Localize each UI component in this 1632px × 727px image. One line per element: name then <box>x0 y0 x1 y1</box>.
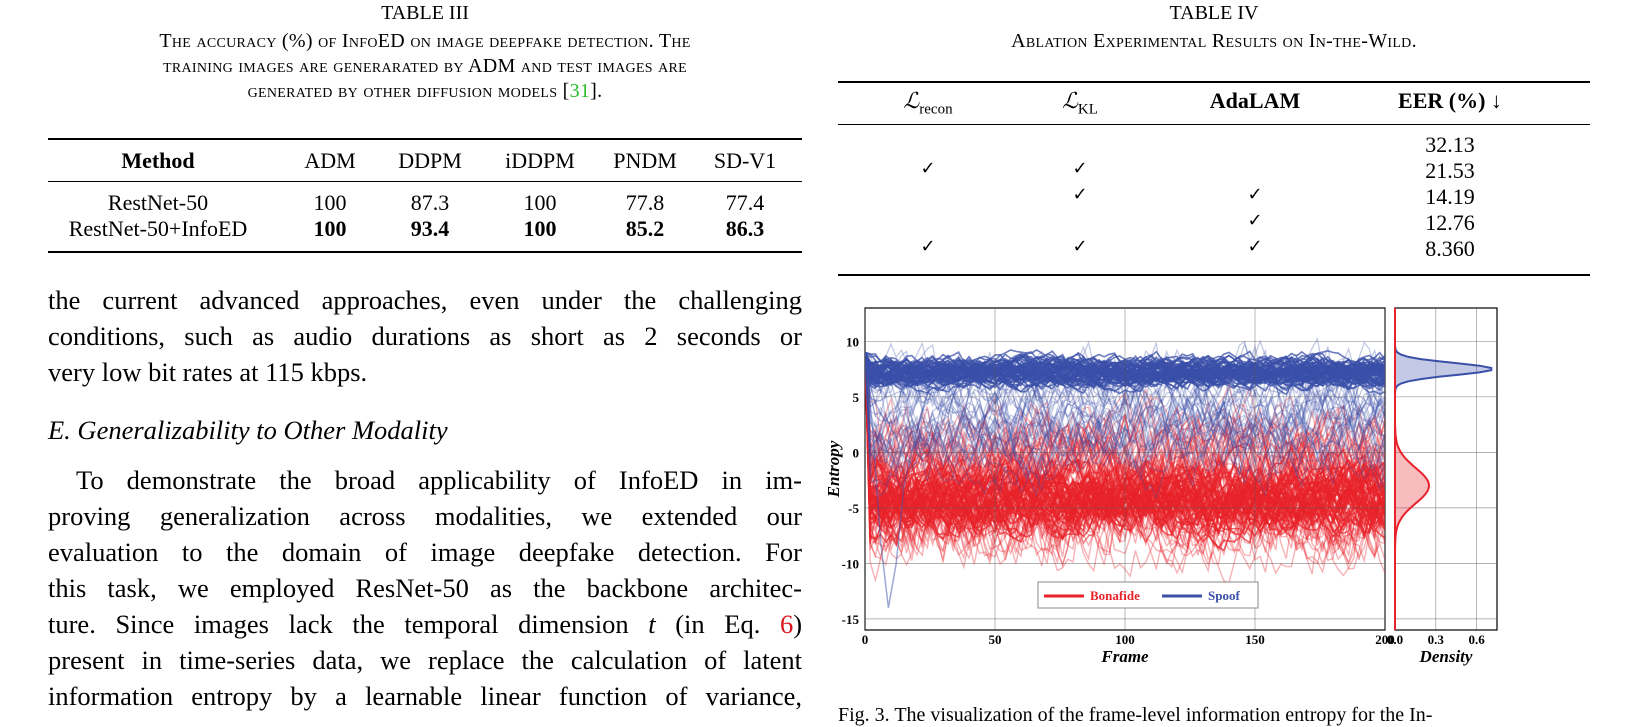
checkmark-icon: ✓ <box>920 158 936 179</box>
table4-eer-cell: 12.76 <box>1425 210 1475 235</box>
body-paragraph-1: the current advanced approaches, even un… <box>48 282 802 390</box>
legend-label-bonafide: Bonafide <box>1090 588 1140 603</box>
checkmark-icon: ✓ <box>1072 158 1088 179</box>
table3-cell: 100 <box>313 190 347 215</box>
table3-header-cell: SD-V1 <box>713 148 777 173</box>
table4-caption: Ablation Experimental Results on In-the-… <box>1011 30 1417 52</box>
table4-eer-cell: 8.360 <box>1425 236 1475 261</box>
body-line: present in time-series data, we replace … <box>48 645 802 675</box>
legend: Bonafide Spoof <box>1037 581 1259 609</box>
table3-caption-line-2: training images are generarated by ADM a… <box>162 55 688 77</box>
table4-header-kl: ℒKL <box>1062 89 1098 118</box>
checkmark-icon: ✓ <box>1072 236 1088 257</box>
table3-cell: 77.4 <box>725 190 765 215</box>
body-line: the current advanced approaches, even un… <box>48 285 802 315</box>
table3-cell: 87.3 <box>410 190 450 215</box>
table3-row-label: RestNet-50+InfoED <box>68 216 248 241</box>
variable-t: t <box>648 609 656 639</box>
table3-cell: 100 <box>523 216 557 241</box>
x-axis-label: Frame <box>1100 647 1149 666</box>
y-tick-label: -15 <box>842 612 860 627</box>
x-tick-label: 150 <box>1245 632 1265 647</box>
table4-top-rule <box>838 81 1590 83</box>
y-tick-label: 10 <box>846 334 859 349</box>
x-tick-label: 100 <box>1115 632 1135 647</box>
density-bonafide <box>1394 308 1431 630</box>
checkmark-icon: ✓ <box>1247 236 1263 257</box>
table3-cell: 100 <box>523 190 557 215</box>
citation-link[interactable]: 31 <box>569 80 591 102</box>
y-tick-label: -10 <box>842 556 859 571</box>
table4-eer-cell: 14.19 <box>1425 184 1475 209</box>
table3-cell: 93.4 <box>410 216 450 241</box>
x-tick-label: 200 <box>1375 632 1395 647</box>
table3-label: TABLE III <box>381 2 469 24</box>
equation-ref-link[interactable]: 6 <box>779 609 794 639</box>
table3-cell: 85.2 <box>625 216 665 241</box>
density-tick-label: 0.6 <box>1468 632 1485 647</box>
body-paragraph-2: To demonstrate the broad applicability o… <box>48 462 802 714</box>
y-tick-label: 0 <box>853 445 860 460</box>
body-line: proving generalization across modalities… <box>48 501 802 531</box>
table3-caption-text: generated by other diffusion models [31]… <box>247 80 603 102</box>
table4-bottom-rule <box>838 274 1590 276</box>
table3-header-cell: ADM <box>304 148 356 173</box>
figure-caption: Fig. 3. The visualization of the frame-l… <box>838 704 1433 726</box>
y-tick-label: 5 <box>853 390 860 405</box>
table4-header-eer: EER (%) ↓ <box>1398 88 1502 113</box>
table3-cell: 77.8 <box>625 190 665 215</box>
table3-header-cell: DDPM <box>398 148 462 173</box>
body-line-with-ref: ture. Since images lack the temporal dim… <box>48 609 803 639</box>
entropy-figure: 0 50 100 150 2001050-5-10-15FrameEntropyBona… <box>824 307 1498 666</box>
table4-eer-cell: 21.53 <box>1425 158 1475 183</box>
table3-row-label: RestNet-50 <box>107 190 209 215</box>
table4-header-recon: ℒrecon <box>903 89 953 118</box>
table3-top-rule <box>48 138 802 140</box>
table3-cell: 86.3 <box>725 216 765 241</box>
x-tick-label: 0 <box>862 632 869 647</box>
table4-mid-rule <box>838 124 1590 125</box>
spoof-line <box>865 352 931 608</box>
checkmark-icon: ✓ <box>1072 184 1088 205</box>
checkmark-icon: ✓ <box>920 236 936 257</box>
table3-bottom-rule <box>48 251 802 253</box>
table3-cell: 100 <box>313 216 347 241</box>
density-axis-label: Density <box>1419 647 1473 666</box>
body-line: evaluation to the domain of image deepfa… <box>48 537 802 567</box>
body-line: To demonstrate the broad applicability o… <box>76 465 802 495</box>
checkmark-icon: ✓ <box>1247 210 1263 231</box>
y-axis-label: Entropy <box>824 440 843 498</box>
y-tick-label: -5 <box>848 501 859 516</box>
body-line: information entropy by a learnable linea… <box>48 681 802 711</box>
body-line: this task, we employed ResNet-50 as the … <box>48 573 802 603</box>
table3-mid-rule <box>48 181 802 182</box>
legend-box <box>1037 581 1259 609</box>
x-tick-label: 50 <box>989 632 1002 647</box>
body-line: very low bit rates at 115 kbps. <box>48 357 368 387</box>
table4-eer-cell: 32.13 <box>1425 132 1475 157</box>
table3-caption-line-3: generated by other diffusion models [31]… <box>48 80 802 103</box>
table4-label: TABLE IV <box>1169 2 1259 24</box>
table4-header-adalam: AdaLAM <box>1209 88 1301 113</box>
checkmark-icon: ✓ <box>1247 184 1263 205</box>
density-tick-label: 0.0 <box>1387 632 1403 647</box>
table3-header-cell: PNDM <box>613 148 677 173</box>
density-tick-label: 0.3 <box>1428 632 1445 647</box>
table3-header-cell: iDDPM <box>505 148 575 173</box>
table3-caption-line-1: The accuracy (%) of InfoED on image deep… <box>159 30 691 52</box>
legend-label-spoof: Spoof <box>1208 588 1240 603</box>
table3-header-cell: Method <box>121 148 195 173</box>
body-line: conditions, such as audio durations as s… <box>48 321 802 351</box>
section-heading: E. Generalizability to Other Modality <box>48 415 448 445</box>
